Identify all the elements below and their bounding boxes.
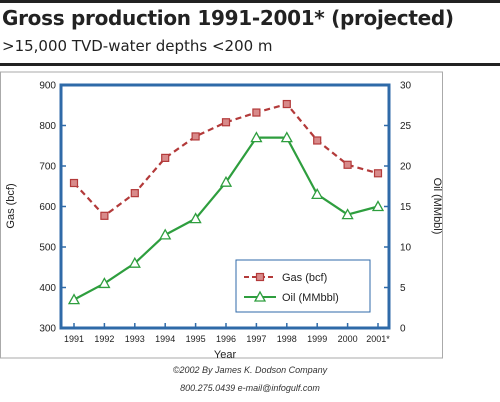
legend: Gas (bcf) Oil (MMbbl) xyxy=(235,259,371,313)
x-axis-tick-label: 1992 xyxy=(94,334,114,344)
oil-data-point xyxy=(189,212,202,224)
oil-data-point xyxy=(311,188,324,200)
legend-oil-swatch-marker xyxy=(253,290,267,302)
oil-data-point xyxy=(280,131,293,143)
x-axis-tick-label: 1993 xyxy=(125,334,145,344)
oil-data-point xyxy=(159,228,172,240)
x-axis-label: Year xyxy=(214,349,237,360)
gas-data-point xyxy=(343,160,352,169)
gas-series-line xyxy=(73,102,379,217)
x-axis-tick-label: 1997 xyxy=(246,334,266,344)
chart-title: Gross production 1991-2001* (projected) xyxy=(2,6,454,30)
gas-data-point xyxy=(252,108,261,117)
header-bottom-rule xyxy=(0,63,500,66)
gas-data-point xyxy=(130,189,139,198)
legend-gas-label: Gas (bcf) xyxy=(282,272,327,284)
right-axis: 0 5 10 15 20 25 30 xyxy=(384,81,412,335)
contact-credit: 800.275.0439 e-mail@infogulf.com xyxy=(180,383,320,393)
gas-data-point xyxy=(100,211,109,220)
right-axis-tick-label: 0 xyxy=(400,324,406,335)
gas-data-point xyxy=(373,169,383,178)
x-axis-tick-label: 1994 xyxy=(155,334,175,344)
outer-frame xyxy=(0,71,443,359)
left-axis-tick-label: 900 xyxy=(39,81,56,92)
left-axis-tick-label: 800 xyxy=(39,121,56,132)
oil-data-point xyxy=(341,208,354,220)
x-axis-tick-label: 1999 xyxy=(307,334,327,344)
x-axis-tick-label: 2000 xyxy=(338,334,358,344)
x-axis-tick-label: 1998 xyxy=(277,334,297,344)
right-axis-tick-label: 30 xyxy=(400,81,412,92)
legend-gas-swatch-marker xyxy=(255,272,265,282)
y-axis-right-label: Oil (MMbbl) xyxy=(431,178,443,235)
oil-data-point xyxy=(98,277,111,289)
right-axis-tick-label: 15 xyxy=(400,202,412,213)
x-axis-tick-label: 1995 xyxy=(186,334,206,344)
legend-oil-label: Oil (MMbbl) xyxy=(282,292,339,304)
gas-data-point xyxy=(313,136,322,145)
right-axis-tick-label: 20 xyxy=(400,162,412,173)
header-top-rule xyxy=(0,0,500,3)
x-axis: 1991 1992 1993 1994 1995 1996 1997 1998 1999 2000… xyxy=(64,323,390,344)
left-axis-tick-label: 300 xyxy=(39,324,56,335)
left-axis-tick-label: 500 xyxy=(39,243,56,254)
chart-subtitle: >15,000 TVD-water depths <200 m xyxy=(2,37,273,55)
oil-data-point xyxy=(371,200,385,212)
gas-data-point xyxy=(69,178,79,188)
oil-data-point xyxy=(250,131,263,143)
left-axis-tick-label: 700 xyxy=(39,162,56,173)
oil-data-point xyxy=(67,293,81,305)
gas-data-point xyxy=(282,99,291,109)
gas-data-point xyxy=(161,153,170,163)
legend-box xyxy=(235,259,371,313)
left-axis-tick-label: 400 xyxy=(39,283,56,294)
x-axis-tick-label: 1996 xyxy=(216,334,236,344)
series-layer xyxy=(67,99,385,305)
right-axis-tick-label: 25 xyxy=(400,121,412,132)
x-axis-tick-label: 1991 xyxy=(64,334,84,344)
gas-data-point xyxy=(191,132,200,141)
oil-data-point xyxy=(128,256,141,268)
left-axis-tick-label: 600 xyxy=(39,202,56,213)
copyright-credit: ©2002 By James K. Dodson Company xyxy=(172,365,328,375)
y-axis-left-label: Gas (bcf) xyxy=(5,183,17,228)
right-axis-tick-label: 10 xyxy=(400,243,412,254)
right-axis-tick-label: 5 xyxy=(400,283,406,294)
x-axis-tick-label: 2001* xyxy=(366,334,390,344)
gas-data-point xyxy=(221,118,231,127)
oil-data-point xyxy=(219,175,233,187)
left-axis: 300 400 500 600 700 800 900 xyxy=(39,81,66,335)
